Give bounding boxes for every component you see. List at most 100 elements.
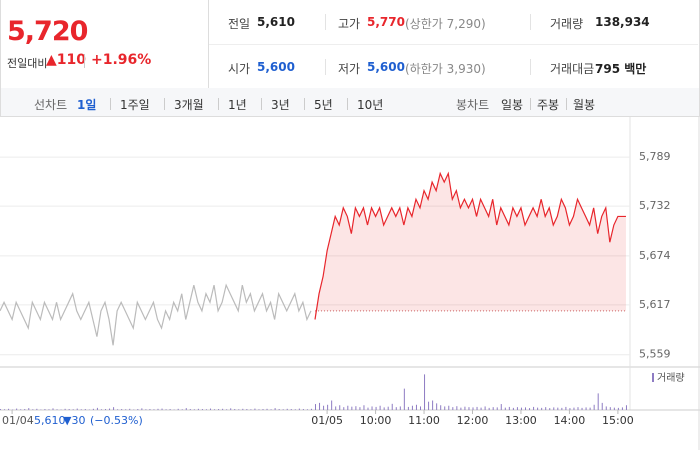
volume-bar (189, 409, 191, 410)
volume-bar (16, 408, 18, 410)
volume-bar (339, 405, 341, 410)
volume-bar (529, 408, 531, 410)
volume-bar (153, 409, 155, 410)
volume-bar (460, 407, 462, 410)
volume-bar (185, 408, 187, 410)
volume-bar (323, 405, 325, 410)
volume-bar (294, 409, 296, 410)
y-tick-label: 5,559 (639, 348, 671, 361)
tab[interactable]: 10년 (357, 98, 384, 112)
volume-bar (621, 407, 623, 410)
stat-value: 138,934 (595, 15, 650, 29)
footer-price: 5,610 (34, 414, 66, 427)
stat-value: 5,600 (367, 60, 405, 74)
volume-bar (145, 409, 147, 410)
volume-bar (218, 409, 220, 410)
volume-bar (569, 408, 571, 410)
volume-bar (593, 404, 595, 410)
volume-bar (80, 409, 82, 410)
volume-bar (561, 407, 563, 410)
tab[interactable]: 5년 (314, 98, 333, 112)
tab[interactable]: 1일 (77, 98, 97, 112)
footer-rate: (−0.53%) (90, 414, 143, 427)
volume-bar (84, 409, 86, 410)
volume-bar (242, 408, 244, 410)
legend-swatch (652, 373, 654, 382)
volume-bar (274, 408, 276, 410)
volume-bar (545, 407, 547, 410)
volume-bar (177, 408, 179, 410)
volume-bar (129, 408, 131, 410)
volume-bar (399, 406, 401, 410)
volume-bar (165, 409, 167, 410)
x-tick-label: 13:00 (505, 414, 537, 427)
divider (347, 98, 348, 110)
volume-bar (125, 409, 127, 410)
volume-bar (504, 407, 506, 410)
volume-bar (226, 409, 228, 410)
volume-bar (367, 407, 369, 410)
volume-bar (464, 406, 466, 410)
volume-bar (250, 409, 252, 410)
volume-bar (573, 407, 575, 410)
tab-bar (0, 88, 700, 117)
volume-bar (520, 407, 522, 410)
volume-bar (428, 401, 430, 410)
volume-bar (609, 407, 611, 410)
volume-bar (391, 403, 393, 410)
tab[interactable]: 3개월 (174, 98, 204, 112)
x-tick-label: 01/05 (311, 414, 343, 427)
volume-bar (36, 408, 38, 410)
volume-bar (298, 408, 300, 410)
volume-bar (48, 409, 50, 410)
volume-bar (8, 408, 10, 410)
volume-bar (415, 404, 417, 410)
volume-bar (424, 374, 426, 410)
volume-bar (32, 409, 34, 410)
change: ▲110 (46, 52, 86, 68)
volume-bar (64, 408, 66, 410)
volume-bar (117, 409, 119, 410)
volume-bar (315, 404, 316, 410)
y-tick-label: 5,674 (639, 249, 671, 262)
volume-bar (476, 406, 478, 410)
divider (325, 59, 326, 75)
volume-bar (375, 406, 377, 410)
volume-bar (149, 409, 151, 410)
volume-bar (448, 405, 450, 410)
divider (164, 98, 165, 110)
volume-bar (363, 405, 365, 410)
volume-bar (92, 408, 94, 410)
volume-bar (496, 407, 498, 410)
tab[interactable]: 3년 (271, 98, 290, 112)
volume-bar (557, 407, 559, 410)
volume-bar (444, 406, 446, 410)
volume-bar (516, 407, 518, 410)
price-line (314, 171, 626, 320)
volume-bar (169, 409, 171, 410)
volume-bar (387, 406, 389, 410)
volume-bar (359, 407, 361, 410)
volume-bar (121, 409, 123, 410)
stat-label: 저가 (338, 62, 361, 76)
tab[interactable]: 주봉 (537, 98, 560, 112)
volume-bar (4, 409, 6, 410)
volume-bar (181, 409, 183, 410)
volume-bar (113, 407, 115, 410)
volume-bar (565, 406, 567, 410)
tab[interactable]: 일봉 (501, 98, 524, 112)
volume-bar (492, 407, 494, 410)
tab[interactable]: 월봉 (573, 98, 596, 112)
stat-value: 5,610 (257, 15, 295, 29)
tab[interactable]: 1주일 (120, 98, 150, 112)
divider (530, 14, 531, 30)
volume-bar (266, 408, 268, 410)
volume-bar (347, 405, 349, 410)
volume-bar (234, 409, 236, 410)
tab[interactable]: 1년 (228, 98, 247, 112)
divider (84, 54, 85, 68)
volume-bar (480, 407, 482, 410)
volume-bar (525, 407, 526, 410)
stat-note: (상한가 7,290) (405, 17, 486, 31)
volume-bar (44, 409, 46, 410)
